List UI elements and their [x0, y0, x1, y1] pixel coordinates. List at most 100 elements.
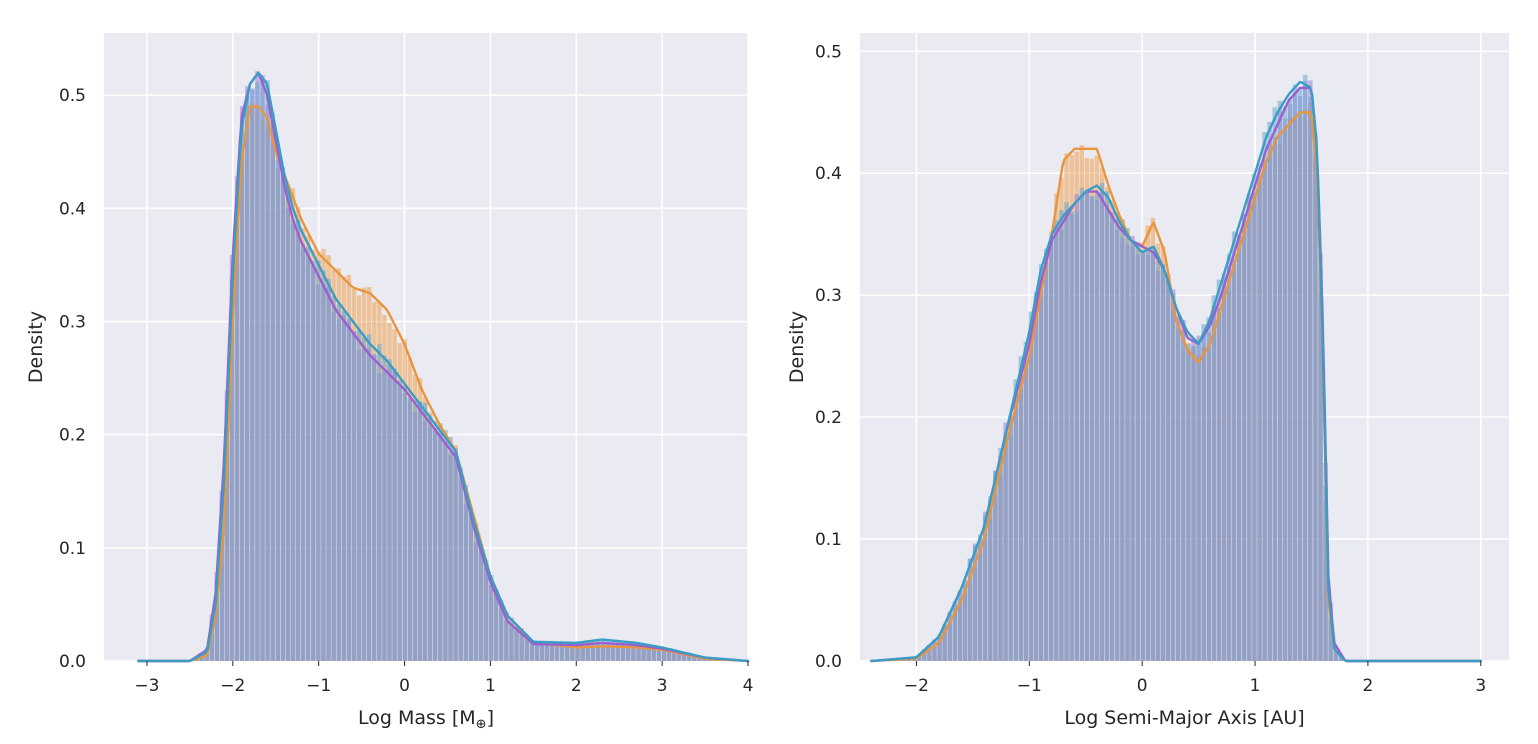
histogram-bar — [519, 628, 524, 661]
histogram-bar — [977, 534, 983, 661]
x-tick-label: 4 — [743, 676, 754, 696]
histogram-bar — [937, 634, 942, 661]
histogram-bar — [998, 447, 1003, 661]
histogram-bar — [1084, 191, 1090, 661]
x-axis-label: Log Semi-Major Axis [AU] — [1064, 707, 1304, 729]
histogram-bar — [585, 640, 590, 661]
y-tick-labels: 0.0 0.1 0.2 0.3 0.4 0.5 — [59, 86, 86, 672]
histogram-bar — [1074, 210, 1079, 661]
histogram-bar — [1181, 330, 1186, 661]
histogram-bar — [1089, 196, 1095, 661]
histogram-bar — [539, 640, 545, 661]
y-tick-label: 0.4 — [815, 164, 842, 184]
histogram-bar — [1267, 121, 1272, 661]
y-tick-labels: 0.0 0.1 0.2 0.3 0.4 0.5 — [815, 42, 842, 672]
y-tick-label: 0.5 — [59, 86, 86, 106]
histogram-bar — [1338, 656, 1344, 661]
histogram-bar — [255, 82, 260, 661]
histogram-bar — [636, 642, 641, 661]
histogram-bar — [1135, 242, 1140, 661]
x-tick-label: −1 — [306, 676, 331, 696]
histogram-bar — [214, 581, 220, 661]
histogram-bar — [1292, 84, 1298, 662]
histogram-bar — [580, 641, 585, 661]
x-tick-label: 1 — [485, 676, 496, 696]
y-tick-label: 0.4 — [59, 199, 86, 219]
histogram-bar — [412, 400, 418, 661]
histogram-bar — [366, 334, 372, 661]
histogram-bar — [1242, 214, 1247, 661]
histogram-bar — [1013, 379, 1018, 661]
histogram-bar — [372, 353, 377, 661]
histogram-bar — [1221, 273, 1227, 661]
histogram-bar — [275, 148, 280, 662]
histogram-bar — [438, 423, 443, 661]
histogram-bar — [595, 639, 601, 661]
histogram-bar — [1201, 324, 1206, 661]
histogram-bar — [1038, 264, 1044, 661]
histogram-bar — [1216, 279, 1222, 661]
histogram-bar — [1313, 133, 1318, 661]
histogram-bar — [1140, 253, 1145, 661]
histogram-bar — [1125, 228, 1130, 661]
histogram-bar — [219, 500, 225, 661]
histogram-bar — [687, 654, 692, 661]
histogram-bar — [1155, 261, 1161, 661]
histogram-bar — [1297, 87, 1303, 661]
histogram-bar — [1191, 345, 1196, 661]
histogram-bar — [1211, 295, 1217, 661]
histogram-bar — [361, 336, 367, 661]
kde-curve — [137, 71, 750, 663]
histogram-bar — [927, 645, 932, 661]
histogram-bar — [692, 654, 697, 661]
histogram-bar — [493, 589, 499, 661]
histogram-bar — [346, 318, 352, 661]
histogram-bar — [610, 640, 616, 661]
histogram-bar — [514, 626, 519, 661]
histogram-bar — [504, 611, 509, 661]
histogram-bar — [209, 623, 214, 661]
histogram-bar — [549, 641, 555, 661]
histogram-bar — [1033, 291, 1039, 661]
histogram-bar — [509, 617, 514, 661]
histogram-bar — [488, 575, 494, 661]
histogram-bar — [417, 401, 423, 661]
histogram-bar — [1018, 356, 1024, 661]
histogram-bar — [651, 646, 656, 661]
histogram-bar — [239, 122, 245, 662]
histogram-bar — [1150, 247, 1156, 661]
histogram-bar — [285, 184, 291, 661]
histogram-bar — [392, 368, 397, 661]
histogram-bar — [204, 652, 209, 661]
histogram-bar — [382, 355, 387, 661]
histogram-bar — [646, 646, 651, 661]
histogram-bar — [1028, 311, 1034, 661]
histogram-bar — [952, 601, 958, 661]
histogram-bar — [1287, 98, 1293, 661]
histogram-bar — [554, 643, 560, 661]
histogram-bar — [265, 80, 270, 661]
histogram-bar — [387, 359, 392, 661]
histogram-bar — [590, 641, 595, 661]
histogram-bar — [234, 197, 240, 661]
histogram-bar — [427, 415, 433, 661]
x-tick-labels: −2 −1 0 1 2 3 — [904, 661, 1486, 696]
histogram-bar — [1043, 248, 1049, 661]
histogram-bar — [988, 496, 993, 661]
histogram-bar — [967, 558, 973, 661]
histogram-bar — [957, 591, 963, 661]
y-axis-label: Density — [786, 311, 808, 383]
histogram-bar — [311, 261, 316, 661]
histogram-bar — [1160, 265, 1166, 661]
x-tick-label: 3 — [1475, 676, 1486, 696]
x-tick-label: 3 — [657, 676, 668, 696]
histogram-bar — [1059, 210, 1064, 661]
histogram-bar — [524, 634, 529, 661]
y-tick-label: 0.5 — [815, 42, 842, 62]
histogram-bar — [1303, 74, 1308, 661]
histogram-bar — [260, 80, 265, 661]
histogram-bar — [300, 244, 306, 662]
x-tick-labels: −3 −2 −1 0 1 2 3 4 — [134, 661, 753, 696]
histogram-bar — [1308, 97, 1313, 662]
